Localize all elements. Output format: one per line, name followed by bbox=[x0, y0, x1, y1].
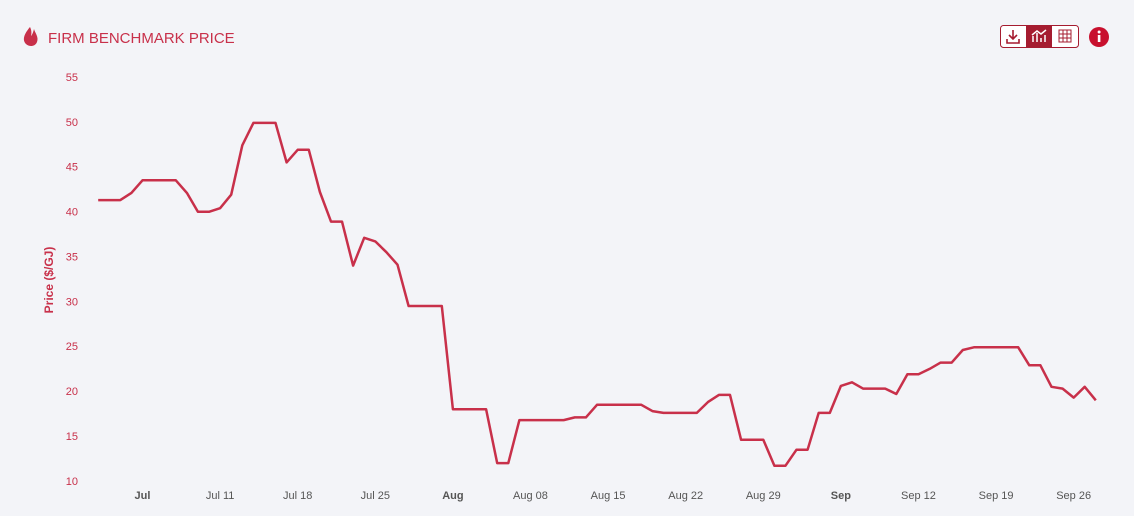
download-button[interactable] bbox=[1006, 30, 1020, 44]
x-tick-label: Aug bbox=[442, 490, 463, 502]
x-tick-label: Aug 08 bbox=[513, 490, 548, 502]
y-tick-label: 10 bbox=[66, 476, 78, 488]
y-tick-label: 50 bbox=[66, 117, 78, 129]
y-tick-label: 20 bbox=[66, 386, 78, 398]
y-tick-label: 45 bbox=[66, 162, 78, 174]
flame-icon bbox=[23, 27, 38, 47]
x-tick-label: Sep 19 bbox=[979, 490, 1014, 502]
x-tick-label: Aug 29 bbox=[746, 490, 781, 502]
y-axis-label: Price ($/GJ) bbox=[42, 247, 56, 314]
table-view-button[interactable] bbox=[1058, 29, 1072, 43]
x-tick-label: Jul 25 bbox=[361, 490, 390, 502]
y-tick-label: 30 bbox=[66, 296, 78, 308]
chart-title: FIRM BENCHMARK PRICE bbox=[48, 30, 235, 47]
x-tick-label: Sep bbox=[831, 490, 851, 502]
x-tick-label: Sep 26 bbox=[1056, 490, 1091, 502]
y-tick-label: 25 bbox=[66, 341, 78, 353]
y-tick-label: 55 bbox=[66, 72, 78, 84]
y-tick-label: 35 bbox=[66, 251, 78, 263]
y-tick-label: 15 bbox=[66, 431, 78, 443]
x-tick-label: Jul bbox=[135, 490, 151, 502]
x-tick-label: Sep 12 bbox=[901, 490, 936, 502]
info-button[interactable] bbox=[1089, 27, 1109, 47]
x-tick-label: Aug 22 bbox=[668, 490, 703, 502]
chart-view-icon bbox=[1031, 29, 1047, 42]
toolbar bbox=[1000, 25, 1109, 48]
y-tick-label: 40 bbox=[66, 207, 78, 219]
x-tick-label: Jul 18 bbox=[283, 490, 312, 502]
chart-view-button[interactable] bbox=[1026, 26, 1052, 47]
x-tick-label: Aug 15 bbox=[591, 490, 626, 502]
x-tick-label: Jul 11 bbox=[206, 490, 235, 502]
price-line bbox=[98, 121, 1097, 468]
